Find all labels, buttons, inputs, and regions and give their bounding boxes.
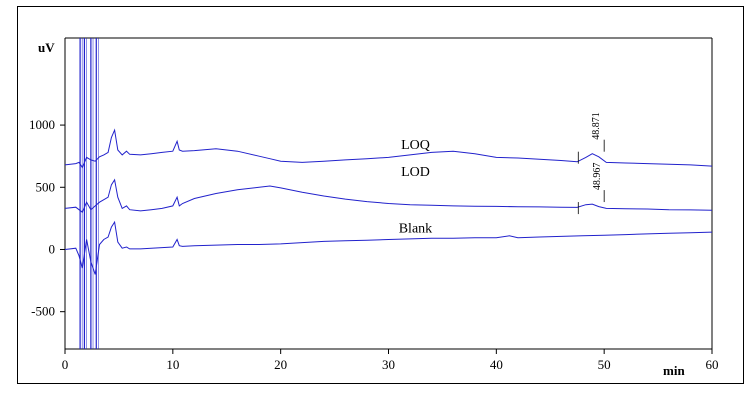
x-ticks: 0 10 20 30 40 50 60 [62,349,719,372]
y-tick-label: 500 [36,179,56,194]
x-tick-label: 50 [598,357,611,372]
x-axis-unit: min [663,363,685,378]
x-tick-label: 60 [706,357,719,372]
x-tick-label: 20 [274,357,287,372]
trace-loq [64,128,713,169]
trace-label-blank: Blank [399,222,432,237]
chart-frame [17,6,744,384]
y-tick-label: -500 [31,304,55,319]
peak-annotations: 48.871 48.967 [577,112,605,215]
x-tick-label: 30 [382,357,395,372]
x-tick-label: 40 [490,357,503,372]
trace-label-loq: LOQ [401,138,430,153]
trace-lod [64,178,713,213]
x-tick-label: 0 [62,357,69,372]
y-ticks: -500 0 500 1000 [29,117,65,319]
peak-label: 48.967 [592,163,603,191]
trace-blank [64,220,713,275]
peak-label: 48.871 [591,112,602,140]
trace-label-lod: LOD [401,165,430,180]
y-tick-label: 1000 [29,117,55,132]
y-axis-unit: uV [38,40,55,55]
y-tick-label: 0 [49,241,56,256]
traces [64,128,713,275]
injection-artifact [79,38,99,349]
trace-labels: LOQ LOD Blank [399,138,432,236]
x-tick-label: 10 [166,357,179,372]
